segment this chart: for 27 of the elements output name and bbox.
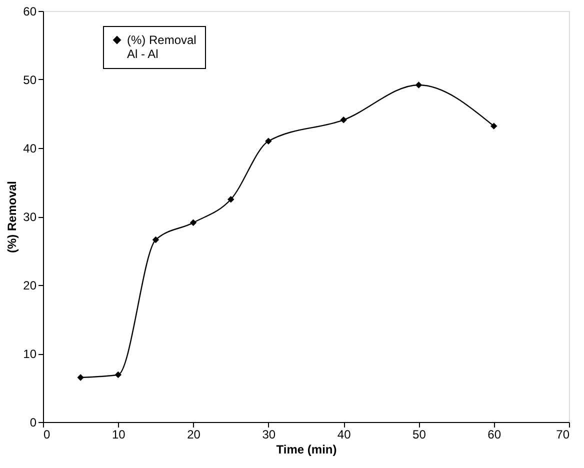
y-tick-label: 50 — [23, 73, 37, 87]
x-tick-label: 0 — [44, 428, 50, 442]
point — [190, 219, 197, 226]
point — [340, 116, 347, 124]
y-tick-label: 40 — [23, 142, 37, 156]
point — [228, 196, 234, 203]
y-tick-label: 20 — [23, 278, 37, 292]
x-tick-label: 70 — [556, 428, 570, 442]
point — [114, 371, 122, 378]
x-tick-label: 40 — [337, 428, 352, 442]
x-tick-label: 50 — [412, 428, 426, 442]
x-tick-label: 30 — [262, 428, 276, 442]
y-axis-title: (%) Removal — [5, 180, 20, 254]
point — [415, 82, 422, 88]
x-tick-label: 60 — [488, 428, 502, 442]
x-axis-title: Time (min) — [276, 442, 337, 456]
point — [265, 138, 272, 145]
point — [77, 374, 84, 381]
y-tick-label: 60 — [23, 4, 37, 18]
legend-label: (%) Removal Al - Al — [127, 33, 196, 61]
y-tick-label: 10 — [23, 347, 37, 361]
y-tick-label: 0 — [30, 416, 37, 430]
x-tick-label: 10 — [112, 428, 126, 442]
x-tick-label: 20 — [187, 428, 201, 442]
point — [490, 122, 498, 130]
point — [152, 236, 160, 244]
y-tick-label: 30 — [23, 210, 37, 224]
